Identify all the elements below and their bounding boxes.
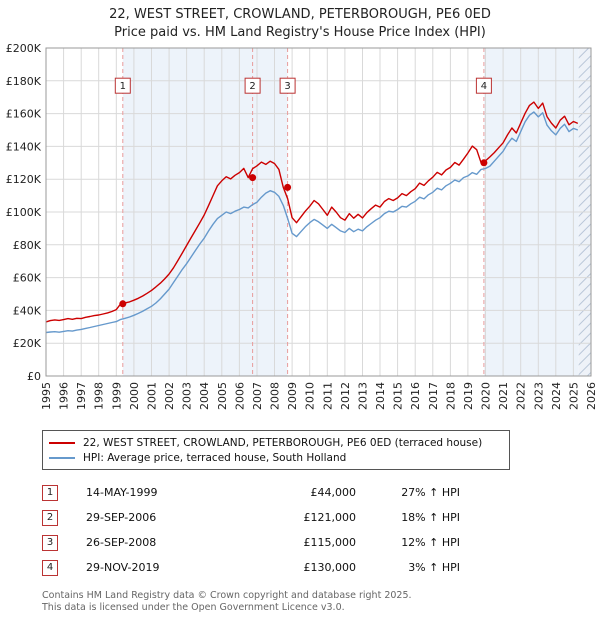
svg-text:2020: 2020 bbox=[480, 382, 493, 410]
svg-text:2025: 2025 bbox=[567, 382, 580, 410]
sale-price: £115,000 bbox=[303, 536, 357, 549]
svg-text:2004: 2004 bbox=[198, 382, 211, 410]
legend-line-swatch-hpi bbox=[49, 456, 75, 459]
svg-text:1999: 1999 bbox=[110, 382, 123, 410]
svg-text:£200K: £200K bbox=[6, 42, 42, 55]
svg-text:2019: 2019 bbox=[462, 382, 475, 410]
sale-hpi-delta: 3% ↑ HPI bbox=[408, 561, 460, 574]
sale-date: 29-SEP-2006 bbox=[86, 511, 157, 524]
sale-hpi-delta: 18% ↑ HPI bbox=[401, 511, 460, 524]
sale-point-markers bbox=[119, 159, 488, 308]
svg-text:2008: 2008 bbox=[269, 382, 282, 410]
legend-label-hpi: HPI: Average price, terraced house, Sout… bbox=[83, 451, 347, 464]
svg-text:2003: 2003 bbox=[181, 382, 194, 410]
chart-subtitle: Price paid vs. HM Land Registry's House … bbox=[114, 25, 486, 40]
svg-text:2022: 2022 bbox=[515, 382, 528, 410]
series-line-property bbox=[45, 101, 579, 323]
svg-text:£140K: £140K bbox=[6, 140, 42, 153]
svg-text:4: 4 bbox=[481, 81, 487, 92]
svg-text:2012: 2012 bbox=[339, 382, 352, 410]
svg-text:£180K: £180K bbox=[6, 75, 42, 88]
svg-text:£80K: £80K bbox=[13, 239, 42, 252]
svg-text:2026: 2026 bbox=[585, 382, 598, 410]
sale-number-badge: 2 bbox=[42, 509, 58, 526]
sale-row-2: 2 29-SEP-2006 £121,000 18% ↑ HPI bbox=[42, 505, 600, 530]
svg-text:1997: 1997 bbox=[75, 382, 88, 410]
sale-row-1: 1 14-MAY-1999 £44,000 27% ↑ HPI bbox=[42, 480, 600, 505]
svg-text:£100K: £100K bbox=[6, 206, 42, 219]
y-axis-labels: £0 £20K £40K £60K £80K £100K £120K £140K £160K £1… bbox=[6, 42, 42, 383]
svg-text:1995: 1995 bbox=[40, 382, 53, 410]
sale-marker-lines bbox=[122, 48, 485, 376]
svg-text:2016: 2016 bbox=[409, 382, 422, 410]
sale-number-badge: 3 bbox=[42, 534, 58, 551]
svg-text:£160K: £160K bbox=[6, 108, 42, 121]
sale-row-4: 4 29-NOV-2019 £130,000 3% ↑ HPI bbox=[42, 555, 600, 580]
sale-number-boxes: 1 2 3 4 bbox=[114, 77, 492, 94]
sale-hpi-delta: 12% ↑ HPI bbox=[401, 536, 460, 549]
svg-text:1998: 1998 bbox=[93, 382, 106, 410]
svg-text:2001: 2001 bbox=[146, 382, 159, 410]
legend-item-property: 22, WEST STREET, CROWLAND, PETERBOROUGH,… bbox=[49, 435, 503, 450]
sale-hpi-delta: 27% ↑ HPI bbox=[401, 486, 460, 499]
svg-text:2010: 2010 bbox=[304, 382, 317, 410]
svg-text:1996: 1996 bbox=[58, 382, 71, 410]
chart-legend: 22, WEST STREET, CROWLAND, PETERBOROUGH,… bbox=[42, 430, 510, 470]
svg-text:2013: 2013 bbox=[357, 382, 370, 410]
svg-text:£0: £0 bbox=[27, 370, 41, 383]
sale-date: 26-SEP-2008 bbox=[86, 536, 157, 549]
sale-date: 14-MAY-1999 bbox=[86, 486, 158, 499]
sale-number-badge: 1 bbox=[42, 484, 58, 501]
svg-text:2024: 2024 bbox=[550, 382, 563, 410]
svg-text:2007: 2007 bbox=[251, 382, 264, 410]
svg-text:2017: 2017 bbox=[427, 382, 440, 410]
svg-text:2023: 2023 bbox=[532, 382, 545, 410]
plot-border bbox=[45, 47, 592, 377]
svg-text:1: 1 bbox=[120, 81, 126, 92]
svg-text:2: 2 bbox=[249, 81, 255, 92]
legend-label-property: 22, WEST STREET, CROWLAND, PETERBOROUGH,… bbox=[83, 436, 483, 449]
svg-text:£120K: £120K bbox=[6, 173, 42, 186]
series-line-hpi bbox=[45, 111, 579, 334]
svg-text:£60K: £60K bbox=[13, 272, 42, 285]
svg-text:2006: 2006 bbox=[233, 382, 246, 410]
chart-title: 22, WEST STREET, CROWLAND, PETERBOROUGH,… bbox=[109, 7, 491, 22]
svg-text:2015: 2015 bbox=[392, 382, 405, 410]
price-chart: £0 £20K £40K £60K £80K £100K £120K £140K £160K £1… bbox=[6, 42, 598, 410]
sale-number-badge: 4 bbox=[42, 559, 58, 576]
legend-item-hpi: HPI: Average price, terraced house, Sout… bbox=[49, 450, 503, 465]
sale-price: £44,000 bbox=[310, 486, 357, 499]
svg-text:2000: 2000 bbox=[128, 382, 141, 410]
x-axis-labels: 1995 1996 1997 1998 1999 2000 2001 2002 2003 2004… bbox=[40, 382, 598, 410]
svg-text:£20K: £20K bbox=[13, 337, 42, 350]
legend-line-swatch-property bbox=[49, 441, 75, 444]
svg-text:£40K: £40K bbox=[13, 304, 42, 317]
footer-line-copyright: Contains HM Land Registry data © Crown c… bbox=[42, 590, 412, 601]
svg-text:2005: 2005 bbox=[216, 382, 229, 410]
svg-text:2009: 2009 bbox=[286, 382, 299, 410]
footer-line-licence: This data is licensed under the Open Gov… bbox=[42, 602, 345, 613]
svg-text:2002: 2002 bbox=[163, 382, 176, 410]
svg-text:3: 3 bbox=[284, 81, 290, 92]
chart-header: 22, WEST STREET, CROWLAND, PETERBOROUGH,… bbox=[0, 0, 600, 42]
svg-text:2011: 2011 bbox=[321, 382, 334, 410]
sale-price: £130,000 bbox=[303, 561, 357, 574]
sales-table: 1 14-MAY-1999 £44,000 27% ↑ HPI 2 29-SEP… bbox=[42, 480, 600, 580]
svg-text:2018: 2018 bbox=[444, 382, 457, 410]
sale-price: £121,000 bbox=[303, 511, 357, 524]
svg-text:2014: 2014 bbox=[374, 382, 387, 410]
sale-row-3: 3 26-SEP-2008 £115,000 12% ↑ HPI bbox=[42, 530, 600, 555]
sale-date: 29-NOV-2019 bbox=[86, 561, 160, 574]
license-footer: Contains HM Land Registry data © Crown c… bbox=[42, 590, 600, 614]
svg-text:2021: 2021 bbox=[497, 382, 510, 410]
